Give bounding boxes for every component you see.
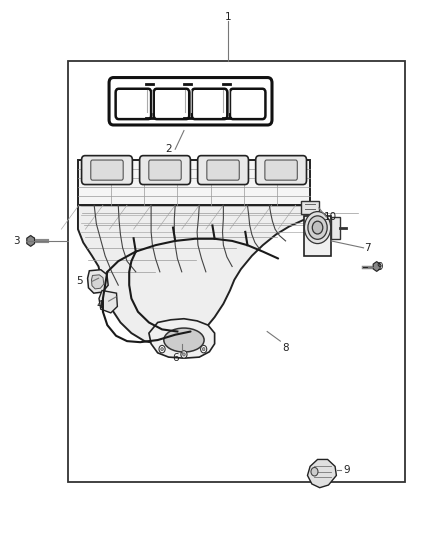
Circle shape (161, 348, 163, 351)
Circle shape (181, 351, 187, 358)
Bar (78, 160, 310, 205)
Text: 4: 4 (96, 300, 103, 310)
FancyBboxPatch shape (116, 88, 151, 119)
Ellipse shape (170, 332, 198, 349)
Polygon shape (92, 275, 104, 289)
Polygon shape (78, 205, 311, 344)
Bar (301, 201, 319, 214)
FancyBboxPatch shape (256, 156, 307, 184)
Text: 7: 7 (364, 243, 371, 253)
Circle shape (201, 345, 207, 353)
FancyBboxPatch shape (265, 160, 297, 180)
Text: 6: 6 (172, 353, 179, 363)
Circle shape (202, 348, 205, 351)
Text: 2: 2 (165, 144, 172, 154)
Circle shape (311, 467, 318, 476)
Circle shape (308, 216, 327, 239)
FancyBboxPatch shape (198, 156, 248, 184)
Text: 9: 9 (343, 465, 350, 475)
FancyBboxPatch shape (207, 160, 239, 180)
Circle shape (183, 353, 185, 356)
Text: 8: 8 (282, 343, 289, 352)
FancyBboxPatch shape (149, 160, 181, 180)
Polygon shape (99, 290, 117, 313)
FancyBboxPatch shape (109, 77, 272, 125)
FancyBboxPatch shape (81, 156, 132, 184)
Bar (68, 61, 405, 482)
FancyBboxPatch shape (91, 160, 123, 180)
Circle shape (312, 221, 323, 234)
Polygon shape (88, 270, 108, 293)
FancyBboxPatch shape (230, 88, 265, 119)
FancyBboxPatch shape (140, 156, 191, 184)
Polygon shape (373, 262, 380, 271)
Polygon shape (149, 319, 215, 358)
Circle shape (159, 345, 165, 353)
FancyBboxPatch shape (192, 88, 227, 119)
Text: 10: 10 (324, 212, 337, 222)
Text: 1: 1 (224, 12, 231, 22)
Bar (331, 217, 340, 239)
Ellipse shape (164, 328, 204, 352)
FancyBboxPatch shape (154, 88, 189, 119)
Text: 5: 5 (76, 277, 83, 286)
Circle shape (304, 212, 331, 244)
Text: 3: 3 (13, 236, 20, 246)
Bar (304, 216, 331, 256)
Polygon shape (307, 459, 336, 488)
Polygon shape (27, 236, 35, 246)
Text: 9: 9 (377, 262, 384, 271)
